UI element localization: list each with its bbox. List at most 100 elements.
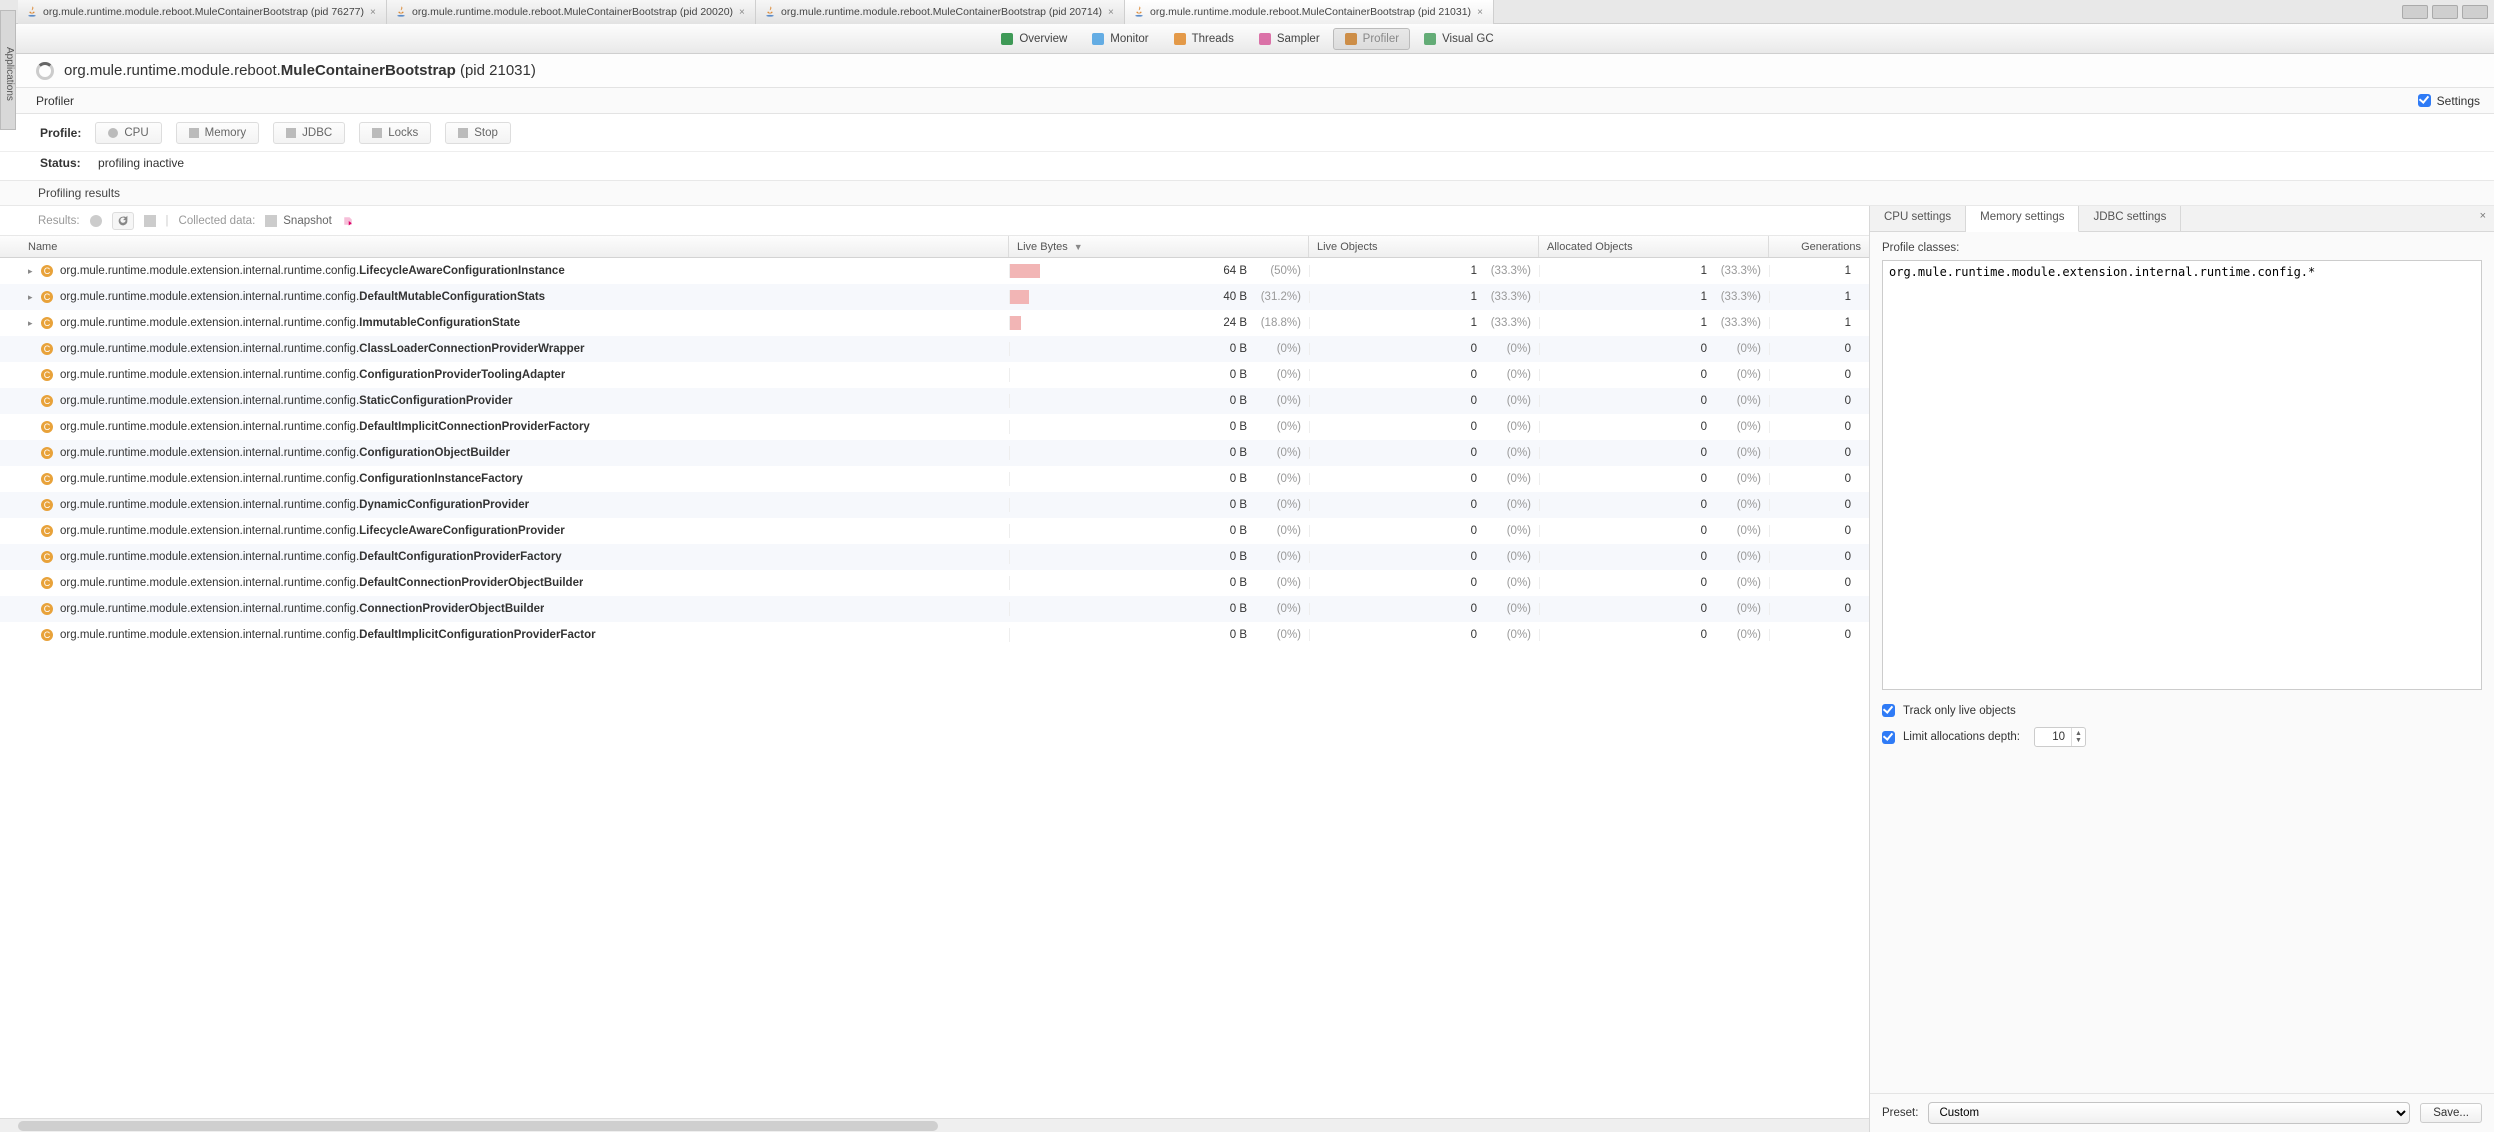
allocated-objects-pct: (33.3%) (1713, 265, 1769, 277)
table-row[interactable]: C org.mule.runtime.module.extension.inte… (0, 414, 1869, 440)
svg-text:C: C (44, 292, 51, 302)
live-objects-pct: (0%) (1483, 577, 1539, 589)
profile-memory-button[interactable]: Memory (176, 122, 260, 144)
horizontal-scrollbar[interactable] (0, 1118, 1869, 1132)
close-icon[interactable]: × (370, 7, 380, 17)
table-row[interactable]: C org.mule.runtime.module.extension.inte… (0, 518, 1869, 544)
allocated-objects-pct: (0%) (1713, 603, 1769, 615)
allocated-objects-pct: (0%) (1713, 473, 1769, 485)
settings-tab[interactable]: CPU settings (1870, 206, 1966, 231)
table-row[interactable]: C org.mule.runtime.module.extension.inte… (0, 336, 1869, 362)
profile-stop-button[interactable]: Stop (445, 122, 511, 144)
svg-text:C: C (44, 630, 51, 640)
close-icon[interactable]: × (739, 7, 749, 17)
col-generations[interactable]: Generations (1769, 236, 1869, 257)
scrollbar-thumb[interactable] (18, 1121, 938, 1131)
limit-depth-checkbox[interactable] (1882, 731, 1895, 744)
table-row[interactable]: C org.mule.runtime.module.extension.inte… (0, 622, 1869, 648)
tool-monitor[interactable]: Monitor (1080, 28, 1159, 50)
results-record-icon[interactable] (90, 215, 102, 227)
window-min-button[interactable] (2402, 5, 2428, 19)
table-row[interactable]: ▸ C org.mule.runtime.module.extension.in… (0, 310, 1869, 336)
profile-locks-button[interactable]: Locks (359, 122, 431, 144)
col-name[interactable]: Name (0, 236, 1009, 257)
preset-select[interactable]: Custom (1928, 1102, 2410, 1124)
svg-text:C: C (44, 266, 51, 276)
profile-jdbc-button[interactable]: JDBC (273, 122, 345, 144)
live-bytes-pct: (0%) (1253, 343, 1309, 355)
save-button[interactable]: Save... (2420, 1103, 2482, 1123)
tool-sampler[interactable]: Sampler (1247, 28, 1331, 50)
generations-value: 0 (1769, 421, 1869, 433)
live-objects-value: 1 (1471, 265, 1483, 277)
col-live-objects[interactable]: Live Objects (1309, 236, 1539, 257)
allocated-objects-pct: (0%) (1713, 525, 1769, 537)
close-icon[interactable]: × (1477, 7, 1487, 17)
live-bytes-pct: (0%) (1253, 473, 1309, 485)
settings-checkbox[interactable] (2418, 94, 2431, 107)
table-row[interactable]: C org.mule.runtime.module.extension.inte… (0, 544, 1869, 570)
table-row[interactable]: C org.mule.runtime.module.extension.inte… (0, 492, 1869, 518)
window-restore-button[interactable] (2432, 5, 2458, 19)
generations-value: 0 (1769, 499, 1869, 511)
document-tab[interactable]: org.mule.runtime.module.reboot.MuleConta… (1125, 0, 1494, 24)
expand-icon[interactable]: ▸ (28, 318, 40, 329)
tool-overview[interactable]: Overview (989, 28, 1078, 50)
table-row[interactable]: C org.mule.runtime.module.extension.inte… (0, 362, 1869, 388)
tool-profiler[interactable]: Profiler (1333, 28, 1410, 50)
tool-threads[interactable]: Threads (1162, 28, 1245, 50)
class-name: org.mule.runtime.module.extension.intern… (60, 291, 545, 303)
table-row[interactable]: ▸ C org.mule.runtime.module.extension.in… (0, 284, 1869, 310)
square-icon (189, 128, 199, 138)
table-row[interactable]: C org.mule.runtime.module.extension.inte… (0, 440, 1869, 466)
spinner-arrows-icon[interactable]: ▲▼ (2071, 728, 2085, 746)
class-name: org.mule.runtime.module.extension.intern… (60, 499, 529, 511)
live-bytes-value: 0 B (1230, 525, 1253, 537)
document-tab[interactable]: org.mule.runtime.module.reboot.MuleConta… (756, 0, 1125, 24)
settings-tab[interactable]: Memory settings (1966, 206, 2079, 232)
status-value: profiling inactive (98, 156, 184, 170)
generations-value: 1 (1769, 265, 1869, 277)
square-icon (286, 128, 296, 138)
close-settings-icon[interactable]: × (2472, 206, 2494, 231)
table-row[interactable]: C org.mule.runtime.module.extension.inte… (0, 388, 1869, 414)
expand-icon[interactable]: ▸ (28, 292, 40, 303)
live-bytes-pct: (0%) (1253, 447, 1309, 459)
overview-icon (1000, 32, 1014, 46)
results-refresh-button[interactable] (112, 212, 134, 230)
tool-visualgc[interactable]: Visual GC (1412, 28, 1505, 50)
svg-text:C: C (44, 422, 51, 432)
svg-text:C: C (44, 448, 51, 458)
applications-sidebar-tab[interactable]: Applications (0, 10, 16, 130)
live-objects-pct: (33.3%) (1483, 317, 1539, 329)
results-stop-icon[interactable] (144, 215, 156, 227)
live-objects-value: 0 (1471, 369, 1483, 381)
profile-classes-input[interactable]: org.mule.runtime.module.extension.intern… (1882, 260, 2482, 690)
document-tab[interactable]: org.mule.runtime.module.reboot.MuleConta… (387, 0, 756, 24)
export-icon[interactable] (342, 215, 354, 227)
table-row[interactable]: C org.mule.runtime.module.extension.inte… (0, 596, 1869, 622)
allocated-objects-value: 0 (1701, 395, 1713, 407)
col-live-bytes[interactable]: Live Bytes▼ (1009, 236, 1309, 257)
col-allocated-objects[interactable]: Allocated Objects (1539, 236, 1769, 257)
window-max-button[interactable] (2462, 5, 2488, 19)
document-tab[interactable]: org.mule.runtime.module.reboot.MuleConta… (18, 0, 387, 24)
snapshot-button[interactable]: Snapshot (265, 215, 332, 227)
track-live-checkbox[interactable] (1882, 704, 1895, 717)
live-bytes-pct: (0%) (1253, 395, 1309, 407)
live-objects-value: 0 (1471, 525, 1483, 537)
allocated-objects-pct: (0%) (1713, 447, 1769, 459)
close-icon[interactable]: × (1108, 7, 1118, 17)
expand-icon[interactable]: ▸ (28, 266, 40, 277)
allocated-objects-value: 0 (1701, 499, 1713, 511)
limit-depth-spinner[interactable]: 10 ▲▼ (2034, 727, 2086, 747)
table-row[interactable]: ▸ C org.mule.runtime.module.extension.in… (0, 258, 1869, 284)
live-bytes-value: 40 B (1223, 291, 1253, 303)
profile-cpu-button[interactable]: CPU (95, 122, 161, 144)
table-row[interactable]: C org.mule.runtime.module.extension.inte… (0, 570, 1869, 596)
settings-tab[interactable]: JDBC settings (2079, 206, 2181, 231)
table-row[interactable]: C org.mule.runtime.module.extension.inte… (0, 466, 1869, 492)
status-label: Status: (40, 156, 81, 170)
allocated-objects-value: 1 (1701, 265, 1713, 277)
settings-label[interactable]: Settings (2437, 94, 2480, 108)
